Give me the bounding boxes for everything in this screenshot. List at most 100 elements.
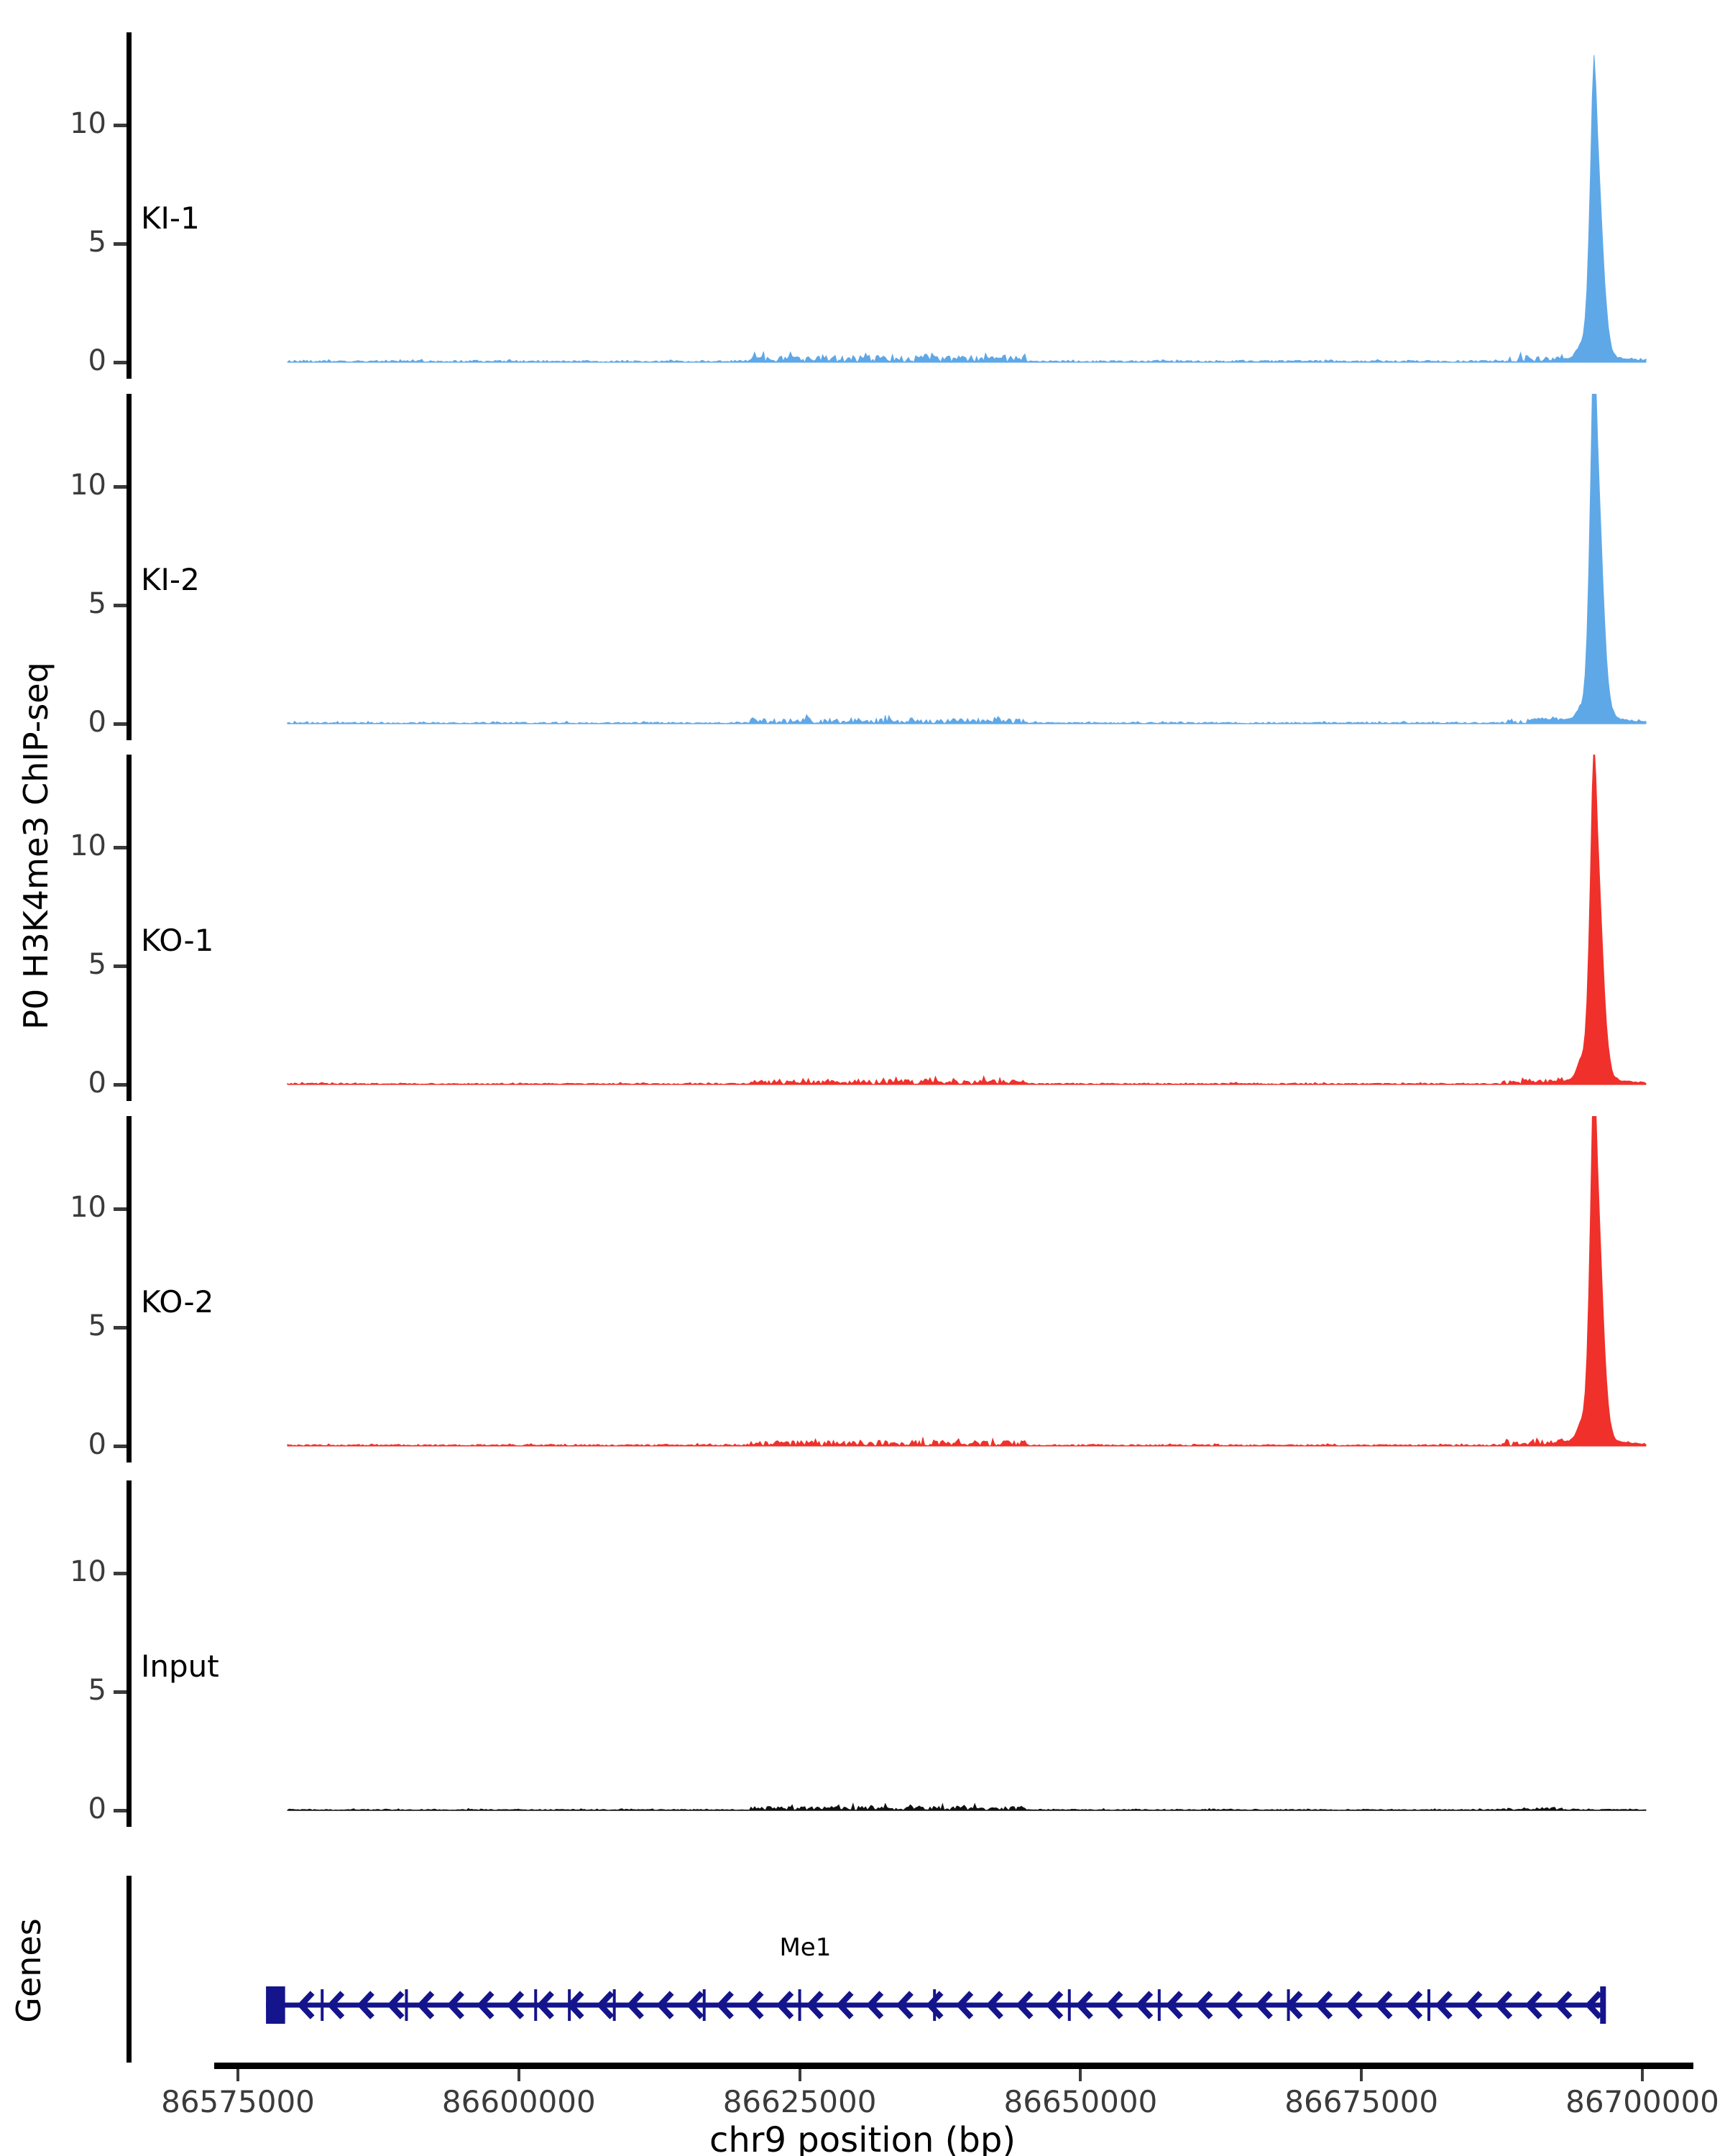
x-axis-label: chr9 position (bp): [709, 2120, 1016, 2156]
y-tick: [114, 124, 126, 127]
x-tick-label: 86650000: [1003, 2084, 1158, 2119]
strand-arrow-left-icon: [1345, 1991, 1363, 2019]
y-axis-spine: [126, 1480, 132, 1827]
x-tick-label: 86625000: [722, 2084, 877, 2119]
gene-exon-tick: [1427, 1989, 1430, 2021]
y-tick: [114, 1083, 126, 1087]
x-tick-label: 86675000: [1284, 2084, 1439, 2119]
strand-arrow-left-icon: [1465, 1991, 1483, 2019]
x-tick-label: 86575000: [161, 2084, 315, 2119]
x-tick: [236, 2069, 239, 2081]
strand-arrow-left-icon: [1555, 1991, 1573, 2019]
track-panel-ki-1: 0 5 10 KI-1: [0, 32, 1725, 379]
x-tick: [798, 2069, 801, 2081]
y-tick: [114, 361, 126, 364]
signal-area: [287, 394, 1647, 725]
strand-arrow-left-icon: [1105, 1991, 1123, 2019]
signal-plot-ko-1: [132, 755, 1725, 1101]
strand-arrow-left-icon: [477, 1991, 494, 2019]
y-tick-label: 10: [70, 829, 106, 862]
strand-arrow-left-icon: [716, 1991, 734, 2019]
signal-area: [287, 1802, 1647, 1811]
strand-arrow-left-icon: [1225, 1991, 1243, 2019]
strand-arrow-left-icon: [536, 1991, 554, 2019]
y-tick-label: 10: [70, 1191, 106, 1224]
y-tick-label: 5: [88, 226, 106, 259]
strand-arrow-left-icon: [1584, 1991, 1603, 2019]
strand-arrow-left-icon: [985, 1991, 1003, 2019]
signal-area: [287, 55, 1647, 364]
gene-name-label: Me1: [779, 1933, 832, 1962]
strand-arrow-left-icon: [1075, 1991, 1093, 2019]
strand-arrow-left-icon: [686, 1991, 704, 2019]
y-tick: [114, 604, 126, 607]
y-tick-label: 5: [88, 1309, 106, 1342]
y-tick: [114, 1572, 126, 1575]
y-tick-label: 5: [88, 948, 106, 981]
x-axis-line: [214, 2063, 1693, 2069]
strand-arrow-left-icon: [1524, 1991, 1542, 2019]
strand-arrow-left-icon: [1165, 1991, 1183, 2019]
strand-arrow-left-icon: [1375, 1991, 1393, 2019]
strand-arrow-left-icon: [776, 1991, 794, 2019]
gene-exon-tick: [1067, 1989, 1071, 2021]
strand-arrow-left-icon: [1195, 1991, 1213, 2019]
strand-arrow-left-icon: [1285, 1991, 1303, 2019]
signal-plot-input: [132, 1480, 1725, 1827]
strand-arrow-left-icon: [626, 1991, 644, 2019]
strand-arrow-left-icon: [806, 1991, 824, 2019]
gene-end-cap: [1600, 1986, 1606, 2024]
strand-arrow-left-icon: [955, 1991, 974, 2019]
strand-arrow-left-icon: [1045, 1991, 1064, 2019]
y-tick-label: 0: [88, 344, 106, 377]
signal-area: [287, 755, 1647, 1086]
strand-arrow-left-icon: [865, 1991, 884, 2019]
gene-exon-tick: [1157, 1989, 1161, 2021]
strand-arrow-left-icon: [746, 1991, 764, 2019]
y-tick-label: 10: [70, 1555, 106, 1588]
y-axis-spine: [126, 32, 132, 379]
y-tick: [114, 1809, 126, 1812]
strand-arrow-left-icon: [356, 1991, 374, 2019]
track-name-label: KO-2: [141, 1284, 214, 1319]
y-tick-label: 0: [88, 1067, 106, 1100]
gene-exon-tick: [534, 1989, 538, 2021]
strand-arrow-left-icon: [446, 1991, 464, 2019]
y-tick: [114, 846, 126, 849]
y-tick-label: 0: [88, 1792, 106, 1825]
gene-track-spine: [126, 1876, 132, 2063]
strand-arrow-left-icon: [1255, 1991, 1273, 2019]
y-tick-label: 0: [88, 706, 106, 739]
y-tick-label: 5: [88, 587, 106, 620]
gene-exon-tick: [798, 1989, 801, 2021]
y-axis-spine: [126, 1116, 132, 1462]
y-tick: [114, 1326, 126, 1330]
y-tick-label: 0: [88, 1428, 106, 1461]
track-name-label: KO-1: [141, 922, 214, 958]
gene-track: [132, 1876, 1725, 2063]
track-panel-ko-2: 0 5 10 KO-2: [0, 1116, 1725, 1462]
y-tick: [114, 1207, 126, 1211]
x-tick-label: 86600000: [441, 2084, 596, 2119]
y-tick-label: 10: [70, 469, 106, 502]
gene-exon-tick: [612, 1989, 616, 2021]
strand-arrow-left-icon: [1016, 1991, 1034, 2019]
y-tick: [114, 485, 126, 489]
x-tick: [1641, 2069, 1644, 2081]
y-tick: [114, 722, 126, 726]
strand-arrow-left-icon: [326, 1991, 345, 2019]
strand-arrow-left-icon: [656, 1991, 674, 2019]
y-tick-label: 10: [70, 107, 106, 140]
x-tick: [517, 2069, 520, 2081]
strand-arrow-left-icon: [1494, 1991, 1513, 2019]
gene-exon-tick: [405, 1989, 408, 2021]
x-tick-label: 86700000: [1565, 2084, 1719, 2119]
strand-arrow-left-icon: [566, 1991, 584, 2019]
track-panel-input: 0 5 10 Input: [0, 1480, 1725, 1827]
y-tick: [114, 964, 126, 968]
y-axis-spine: [126, 394, 132, 740]
track-name-label: Input: [141, 1648, 219, 1684]
y-tick: [114, 242, 126, 246]
x-tick: [1079, 2069, 1082, 2081]
track-name-label: KI-2: [141, 561, 200, 597]
